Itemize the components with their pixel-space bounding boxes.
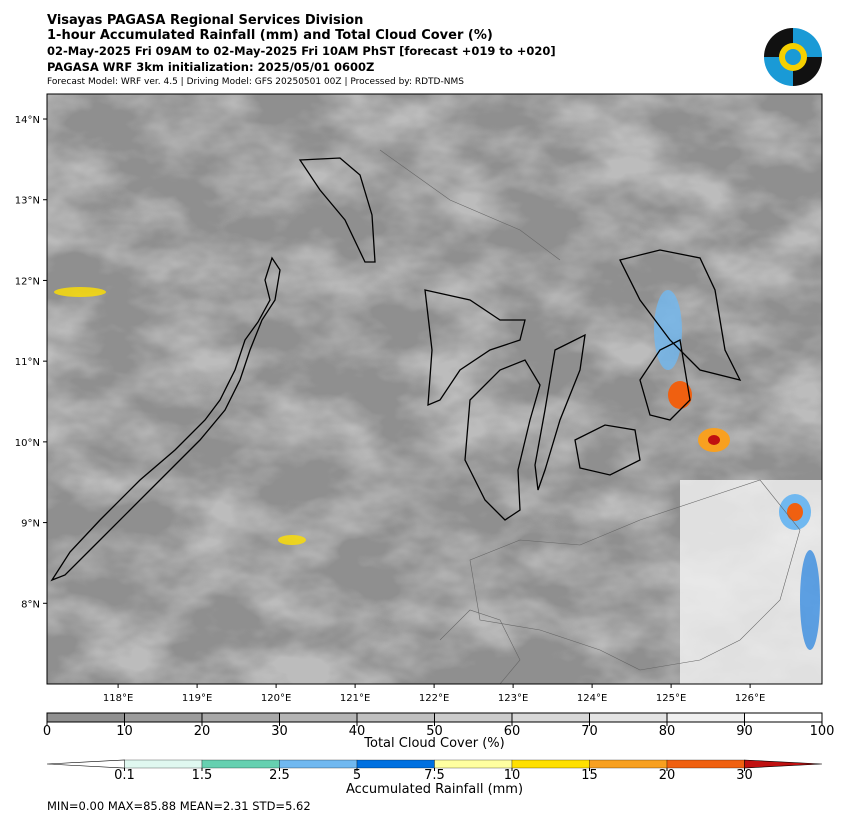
colorbar-extend-low xyxy=(46,759,125,769)
borders xyxy=(379,149,801,684)
coastlines xyxy=(50,157,742,582)
colorbar-segment xyxy=(124,713,202,722)
colorbar-segment xyxy=(434,713,512,722)
colorbar-segment xyxy=(357,713,435,722)
colorbar-segment xyxy=(511,759,590,769)
lon-tick-label: 122°E xyxy=(419,693,449,704)
lon-tick-label: 126°E xyxy=(735,693,765,704)
lon-tick-label: 118°E xyxy=(103,693,133,704)
colorbar-tick-label: 2.5 xyxy=(269,768,290,783)
lon-tick-label: 120°E xyxy=(261,693,291,704)
colorbar-label: Accumulated Rainfall (mm) xyxy=(346,782,523,797)
map xyxy=(47,94,822,684)
colorbar-tick-label: 20 xyxy=(659,768,676,783)
colorbar-segment xyxy=(279,759,358,769)
lat-tick-label: 13°N xyxy=(15,196,40,207)
colorbar-tick-label: 40 xyxy=(349,724,366,739)
colorbar-tick-label: 20 xyxy=(194,724,211,739)
lon-tick-label: 121°E xyxy=(340,693,370,704)
colorbar-tick-label: 100 xyxy=(810,724,835,739)
colorbar-tick-label: 70 xyxy=(581,724,598,739)
colorbar-extend-high xyxy=(744,759,823,769)
colorbar-segment xyxy=(667,713,745,722)
model-info: Forecast Model: WRF ver. 4.5 | Driving M… xyxy=(47,77,464,87)
rain-colorbar: 0.1 1.5 2.5 5 7.5 10 15 20 30 Accumulated Rainfal… xyxy=(46,759,823,797)
subtitle: 1-hour Accumulated Rainfall (mm) and Tot… xyxy=(47,28,493,43)
colorbar-tick-label: 60 xyxy=(504,724,521,739)
colorbar-segment xyxy=(47,713,125,722)
colorbar-segment xyxy=(589,759,668,769)
colorbar-segment xyxy=(666,759,745,769)
lat-tick-label: 11°N xyxy=(15,357,40,368)
colorbar-tick-label: 80 xyxy=(659,724,676,739)
lat-tick-label: 9°N xyxy=(21,519,40,530)
title: Visayas PAGASA Regional Services Divisio… xyxy=(47,13,363,28)
lat-tick-label: 8°N xyxy=(21,599,40,610)
lon-tick-label: 125°E xyxy=(656,693,686,704)
colorbar-segment xyxy=(589,713,667,722)
colorbar-segment xyxy=(279,713,357,722)
init: PAGASA WRF 3km initialization: 2025/05/0… xyxy=(47,60,374,74)
lat-tick-label: 10°N xyxy=(15,438,40,449)
lon-tick-label: 119°E xyxy=(182,693,212,704)
logo xyxy=(764,28,822,86)
colorbar-tick-label: 5 xyxy=(353,768,361,783)
period: 02-May-2025 Fri 09AM to 02-May-2025 Fri … xyxy=(47,44,556,58)
lat-tick-label: 12°N xyxy=(15,276,40,287)
colorbar-label: Total Cloud Cover (%) xyxy=(363,736,504,751)
lon-tick-label: 124°E xyxy=(577,693,607,704)
colorbar-tick-label: 30 xyxy=(736,768,753,783)
colorbar-segment xyxy=(434,759,513,769)
cloud-colorbar: 0 10 20 30 40 50 60 70 80 90 100 Total Cloud Cover … xyxy=(43,712,835,751)
colorbar-segment xyxy=(512,713,590,722)
colorbar-segment xyxy=(744,713,822,722)
colorbar-segment xyxy=(201,759,280,769)
colorbar-tick-label: 1.5 xyxy=(192,768,213,783)
colorbar-tick-label: 30 xyxy=(271,724,288,739)
colorbar-tick-label: 90 xyxy=(736,724,753,739)
lat-tick-label: 14°N xyxy=(15,115,40,126)
stats: MIN=0.00 MAX=85.88 MEAN=2.31 STD=5.62 xyxy=(47,799,311,813)
colorbar-tick-label: 10 xyxy=(116,724,133,739)
colorbar-tick-label: 0.1 xyxy=(114,768,135,783)
colorbar-segment xyxy=(356,759,435,769)
colorbar-tick-label: 50 xyxy=(426,724,443,739)
lon-tick-label: 123°E xyxy=(498,693,528,704)
colorbar-tick-label: 7.5 xyxy=(424,768,445,783)
colorbar-segment xyxy=(124,759,203,769)
colorbar-segment xyxy=(202,713,280,722)
colorbar-tick-label: 0 xyxy=(43,724,51,739)
colorbar-tick-label: 15 xyxy=(581,768,598,783)
colorbar-tick-label: 10 xyxy=(504,768,521,783)
